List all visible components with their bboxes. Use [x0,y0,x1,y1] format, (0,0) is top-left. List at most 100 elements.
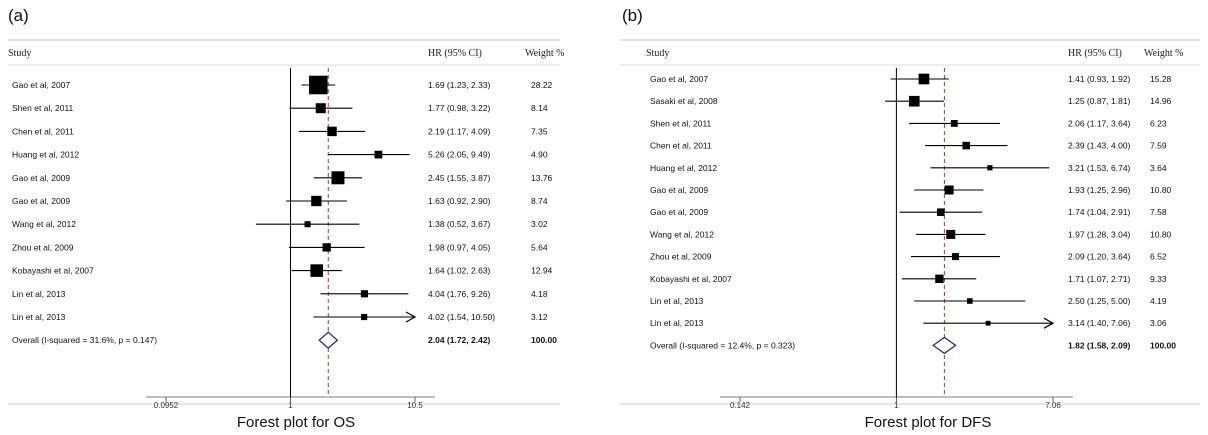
study-label: Lin et al, 2013 [650,296,704,306]
hr-value: 2.19 (1.17, 4.09) [428,126,491,136]
hr-square [361,313,368,321]
study-label: Gao et al, 2009 [12,196,70,206]
weight-value: 7.59 [1150,141,1167,151]
weight-value: 8.74 [531,196,548,206]
hr-square [309,75,328,95]
hr-square [374,150,383,159]
weight-value: 7.58 [1150,207,1167,217]
hr-value: 2.39 (1.43, 4.00) [1068,141,1131,151]
weight-value: 8.14 [531,103,548,113]
weight-value: 28.22 [531,80,553,90]
study-label: Lin et al, 2013 [12,312,66,322]
header-weight: Weight % [1144,48,1183,59]
hr-value: 1.25 (0.87, 1.81) [1068,96,1131,106]
weight-value: 4.90 [531,150,548,160]
study-label: Gao et al, 2007 [650,74,708,84]
panel-a-letter: (a) [8,6,29,25]
hr-square [985,320,991,326]
hr-square [946,229,956,239]
hr-value: 2.45 (1.55, 3.87) [428,173,491,183]
x-tick-label: 1 [894,401,899,410]
study-label: Zhou et al, 2009 [12,242,74,252]
overall-weight-value: 100.00 [1150,340,1176,350]
study-label: Shen et al, 2011 [12,103,74,113]
hr-square [967,298,973,304]
x-tick-label: 0.142 [730,401,751,410]
header-weight: Weight % [525,48,564,59]
hr-square [944,185,954,195]
header-hr: HR (95% CI) [428,48,482,59]
hr-square [315,103,326,114]
hr-value: 4.04 (1.76, 9.26) [428,289,491,299]
study-label: Gao et al, 2009 [12,173,70,183]
forest-plot-os: Study HR (95% CI) Weight % 0.0952 1 10.5 Gao e… [8,39,564,410]
hr-value: 1.64 (1.02, 2.63) [428,266,491,276]
hr-square [327,126,337,137]
weight-value: 7.35 [531,126,548,136]
study-label: Shen et al, 2011 [650,118,712,128]
x-tick-label: 7.06 [1045,401,1061,410]
study-label: Gao et al, 2007 [12,80,70,90]
overall-label: Overall (I-squared = 12.4%, p = 0.323) [650,340,795,350]
weight-value: 9.33 [1150,274,1167,284]
hr-square [918,73,930,85]
hr-square [304,221,311,228]
hr-value: 1.74 (1.04, 2.91) [1068,207,1131,217]
overall-weight-value: 100.00 [531,335,557,345]
weight-value: 5.64 [531,242,548,252]
overall-hr-value: 1.82 (1.58, 2.09) [1068,340,1131,350]
weight-value: 10.80 [1150,185,1172,195]
weight-value: 6.23 [1150,118,1167,128]
header-study: Study [646,48,669,59]
study-label: Huang et al, 2012 [650,163,717,173]
hr-value: 2.06 (1.17, 3.64) [1068,118,1131,128]
hr-value: 2.50 (1.25, 5.00) [1068,296,1131,306]
hr-value: 1.71 (1.07, 2.71) [1068,274,1131,284]
study-label: Lin et al, 2013 [12,289,66,299]
weight-value: 3.12 [531,312,548,322]
hr-value: 1.41 (0.93, 1.92) [1068,74,1131,84]
hr-value: 4.02 (1.54, 10.50) [428,312,495,322]
forest-plot-dfs: Study HR (95% CI) Weight % 0.142 1 7.06 Gao et… [620,39,1200,410]
weight-value: 6.52 [1150,252,1167,262]
hr-value: 1.93 (1.25, 2.96) [1068,185,1131,195]
study-label: Gao et al, 2009 [650,185,708,195]
hr-value: 5.26 (2.05, 9.49) [428,150,491,160]
x-tick-label: 1 [288,401,293,410]
x-tick-label: 0.0952 [154,401,179,410]
header-hr: HR (95% CI) [1068,48,1122,59]
hr-square [987,165,993,171]
hr-square [962,141,970,150]
overall-diamond [932,336,957,355]
overall-label: Overall (I-squared = 31.6%, p = 0.147) [12,335,157,345]
weight-value: 14.96 [1150,96,1172,106]
study-label: Sasaki et al, 2008 [650,96,718,106]
study-label: Kobayashi et al, 2007 [650,274,732,284]
weight-value: 10.80 [1150,229,1172,239]
header-study: Study [8,48,31,59]
study-label: Chen et al, 2011 [12,126,74,136]
study-label: Lin et al, 2013 [650,318,704,328]
hr-square [935,274,944,283]
hr-value: 1.63 (0.92, 2.90) [428,196,491,206]
weight-value: 3.06 [1150,318,1167,328]
weight-value: 13.76 [531,173,553,183]
ci-arrow [1043,317,1055,329]
study-label: Wang et al, 2012 [12,219,76,229]
study-label: Gao et al, 2009 [650,207,708,217]
hr-square [311,195,322,207]
study-label: Kobayashi et al, 2007 [12,266,94,276]
caption-os: Forest plot for OS [236,414,356,431]
hr-value: 1.77 (0.98, 3.22) [428,103,491,113]
overall-hr-value: 2.04 (1.72, 2.42) [428,335,491,345]
caption-dfs: Forest plot for DFS [864,414,992,431]
hr-value: 1.97 (1.28, 3.04) [1068,229,1131,239]
weight-value: 4.18 [531,289,548,299]
hr-value: 1.69 (1.23, 2.33) [428,80,491,90]
ci-arrow [405,311,417,323]
study-label: Huang et al, 2012 [12,150,79,160]
weight-value: 12.94 [531,266,553,276]
weight-value: 3.64 [1150,163,1167,173]
overall-diamond [318,331,339,350]
hr-square [951,253,959,261]
